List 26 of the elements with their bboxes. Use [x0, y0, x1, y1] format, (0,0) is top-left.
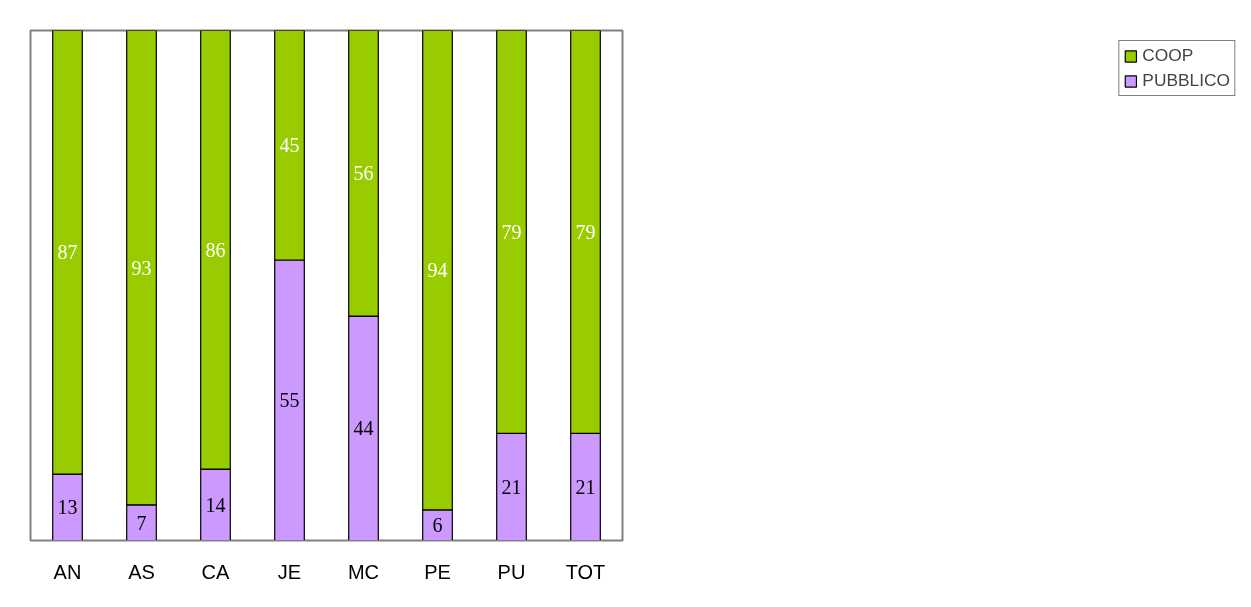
legend-label: COOP	[1142, 45, 1194, 66]
data-label: 7	[136, 511, 147, 534]
data-label: 93	[131, 256, 152, 279]
data-label: 13	[57, 496, 78, 519]
data-label: 79	[501, 220, 522, 243]
data-label: 87	[57, 241, 78, 264]
legend-label: PUBBLICO	[1142, 70, 1230, 91]
data-label: 55	[279, 389, 300, 412]
data-label: 94	[427, 259, 448, 282]
x-tick-label: AS	[128, 560, 155, 583]
data-label: 21	[501, 475, 522, 498]
data-label: 86	[205, 238, 226, 261]
data-label: 56	[353, 162, 374, 185]
x-tick-label: JE	[277, 560, 302, 583]
x-tick-label: MC	[347, 560, 380, 583]
data-label: 45	[279, 134, 300, 157]
x-tick-label: TOT	[565, 560, 606, 583]
x-tick-label: PE	[424, 560, 451, 583]
data-label: 44	[353, 417, 374, 440]
x-tick-label: PU	[497, 560, 526, 583]
data-label: 79	[575, 220, 596, 243]
x-tick-label: CA	[201, 560, 231, 583]
data-label: 14	[205, 493, 226, 516]
data-label: 21	[575, 475, 596, 498]
x-tick-label: AN	[53, 560, 82, 583]
data-label: 6	[432, 514, 443, 537]
